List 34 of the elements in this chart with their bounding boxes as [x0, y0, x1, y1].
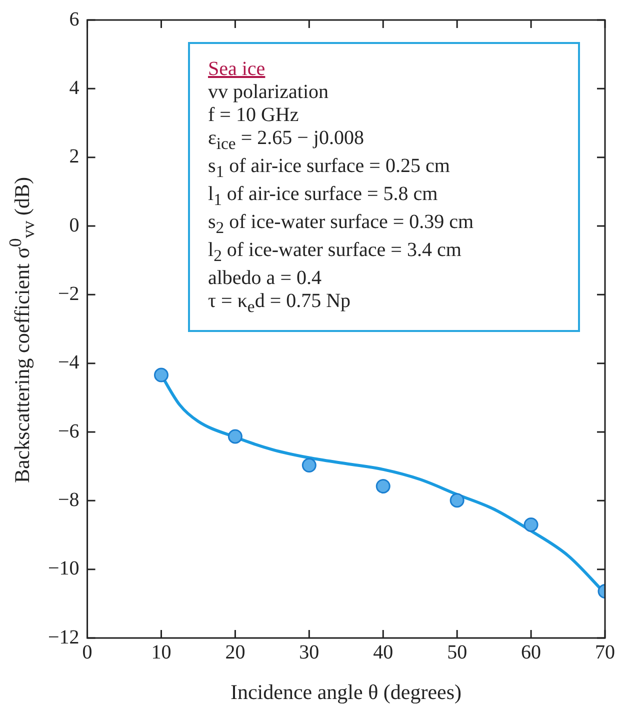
point: [524, 517, 538, 532]
y-tick-label: −2: [58, 282, 80, 305]
annotation: s$_{1}$ of air-ice surface = 0.25 cm: [208, 155, 451, 183]
y-tick-label: −6: [58, 420, 80, 442]
y-tick-label: −8: [58, 488, 80, 511]
point: [302, 458, 316, 473]
y-tick-label: 0: [69, 214, 80, 236]
y-tick-label: 2: [69, 146, 80, 168]
annotation: albedo a = 0.4: [208, 267, 322, 290]
x-tick-label: 10: [151, 641, 172, 664]
x-tick-label: 20: [225, 641, 246, 664]
y-tick-label: −10: [48, 558, 80, 580]
point: [154, 368, 168, 382]
y-tick-label: −4: [58, 352, 80, 374]
point: [376, 478, 390, 494]
y-tick-label: −12: [48, 626, 80, 648]
x-tick-label: 50: [447, 641, 468, 664]
annotation: τ = κ$_{e}$d = 0.75 Np: [208, 290, 352, 318]
x-tick-label: 60: [521, 641, 542, 664]
x-tick-label: 30: [299, 641, 320, 664]
annotation: l$_{2}$ of ice-water surface = 3.4 cm: [208, 239, 462, 267]
y-tick-label: 6: [69, 8, 80, 30]
point: [228, 429, 242, 444]
annotation: ε$_{ice}$ = 2.65 − j0.008: [208, 127, 365, 155]
annotation: vv polarization: [208, 81, 330, 104]
y-tick-label: 4: [69, 76, 80, 99]
annotation: s$_{2}$ of ice-water surface = 0.39 cm: [208, 211, 475, 239]
x-axis-title: Incidence angle θ (degrees): [230, 680, 462, 705]
annotation: l$_{1}$ of air-ice surface = 5.8 cm: [208, 183, 439, 211]
annotation: f = 10 GHz: [208, 104, 300, 127]
point: [450, 493, 464, 508]
x-tick-label: 40: [373, 641, 394, 664]
text: Sea ice: [208, 58, 266, 81]
x-tick-label: 70: [595, 641, 615, 664]
